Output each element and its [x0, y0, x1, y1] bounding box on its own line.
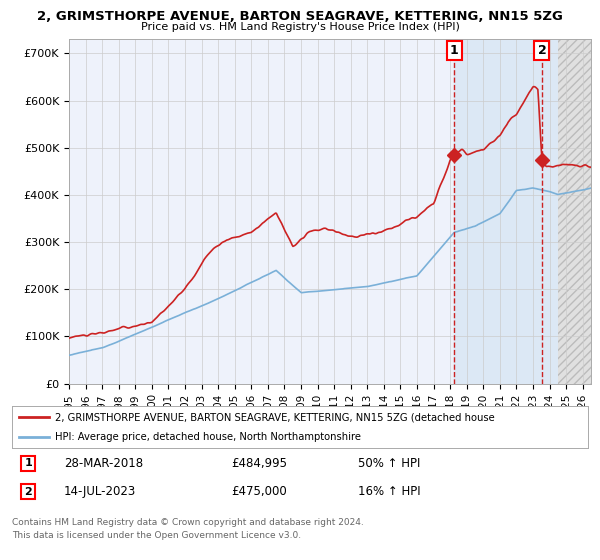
- Bar: [454, 39, 558, 384]
- Text: 2: 2: [538, 44, 547, 57]
- Text: Contains HM Land Registry data © Crown copyright and database right 2024.: Contains HM Land Registry data © Crown c…: [12, 518, 364, 527]
- Text: 28-MAR-2018: 28-MAR-2018: [64, 457, 143, 470]
- Text: This data is licensed under the Open Government Licence v3.0.: This data is licensed under the Open Gov…: [12, 531, 301, 540]
- Text: 1: 1: [24, 458, 32, 468]
- Text: 1: 1: [450, 44, 458, 57]
- Text: 2, GRIMSTHORPE AVENUE, BARTON SEAGRAVE, KETTERING, NN15 5ZG (detached house: 2, GRIMSTHORPE AVENUE, BARTON SEAGRAVE, …: [55, 412, 495, 422]
- Text: 14-JUL-2023: 14-JUL-2023: [64, 485, 136, 498]
- Text: 2, GRIMSTHORPE AVENUE, BARTON SEAGRAVE, KETTERING, NN15 5ZG: 2, GRIMSTHORPE AVENUE, BARTON SEAGRAVE, …: [37, 10, 563, 22]
- Text: £484,995: £484,995: [231, 457, 287, 470]
- Bar: [558, 39, 591, 384]
- Text: 16% ↑ HPI: 16% ↑ HPI: [358, 485, 420, 498]
- Text: Price paid vs. HM Land Registry's House Price Index (HPI): Price paid vs. HM Land Registry's House …: [140, 22, 460, 32]
- Text: £475,000: £475,000: [231, 485, 287, 498]
- Text: 2: 2: [24, 487, 32, 497]
- Text: 50% ↑ HPI: 50% ↑ HPI: [358, 457, 420, 470]
- Text: HPI: Average price, detached house, North Northamptonshire: HPI: Average price, detached house, Nort…: [55, 432, 361, 442]
